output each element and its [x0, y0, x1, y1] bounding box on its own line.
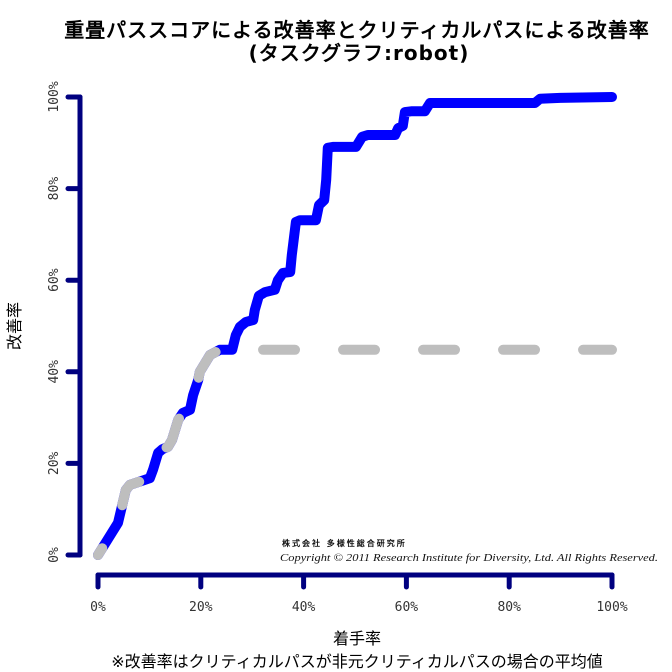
- x-tick-label: 60%: [395, 600, 419, 615]
- axes-group: 0% 20% 40% 60% 80% 100% 0% 20% 40% 60% 80% 100%: [47, 81, 628, 615]
- series-group: [93, 92, 617, 560]
- x-tick-label: 0%: [90, 600, 106, 615]
- y-tick-label: 40%: [47, 360, 62, 384]
- y-tick-label: 60%: [47, 268, 62, 292]
- y-axis-label: 改善率: [5, 302, 24, 350]
- copyright-notice: Copyright © 2011 Research Institute for …: [280, 553, 658, 564]
- y-tick-label: 20%: [47, 451, 62, 475]
- x-tick-label: 40%: [292, 600, 316, 615]
- x-tick-label: 80%: [497, 600, 521, 615]
- y-tick-label: 100%: [47, 81, 62, 112]
- chart-note: ※改善率はクリティカルパスが非元クリティカルパスの場合の平均値: [111, 652, 603, 671]
- series-line-2: [93, 344, 617, 560]
- x-tick-label: 20%: [189, 600, 213, 615]
- y-tick-label: 0%: [47, 547, 62, 563]
- x-tick-label: 100%: [596, 600, 627, 615]
- watermark-company: 株式会社 多様性総合研究所: [282, 538, 407, 548]
- chart-subtitle: (タスクグラフ:robot): [249, 41, 470, 65]
- y-tick-label: 80%: [47, 177, 62, 201]
- x-axis-label: 着手率: [333, 629, 381, 648]
- series-line-1: [93, 92, 617, 560]
- chart-title: 重畳パススコアによる改善率とクリティカルパスによる改善率: [64, 18, 650, 42]
